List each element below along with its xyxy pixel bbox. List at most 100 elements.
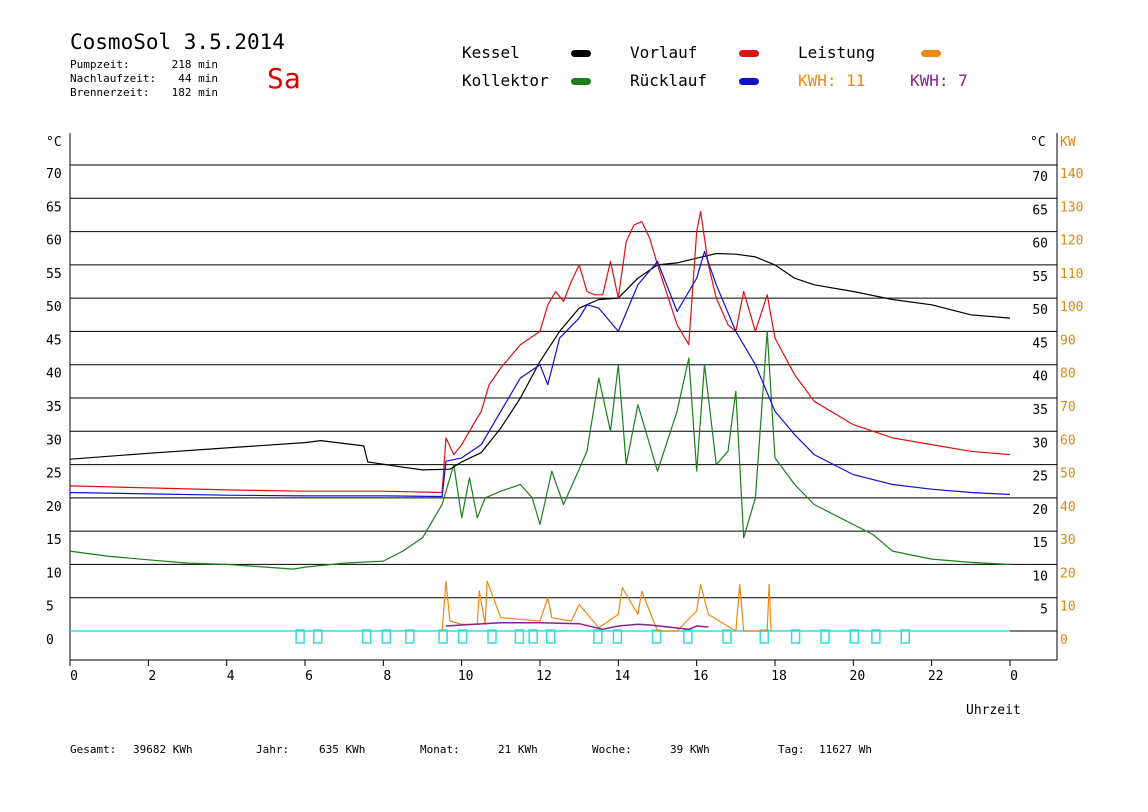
- y-tick-label-left: 45: [46, 333, 62, 348]
- power-series-line: [441, 580, 772, 632]
- y-tick-label-right: 30: [1032, 436, 1048, 451]
- y-tick-label-right: 70: [1032, 170, 1048, 185]
- y-tick-label-right: 25: [1032, 470, 1048, 485]
- footer-gesamt-value: 39682 KWh: [133, 743, 193, 756]
- y-tick-label-kw: 90: [1060, 333, 1076, 348]
- pump-pulse: [528, 629, 538, 644]
- y-tick-label-kw: 30: [1060, 533, 1076, 548]
- footer-jahr-value: 635 KWh: [319, 743, 366, 756]
- y-tick-label-kw: 40: [1060, 500, 1076, 515]
- stat-brennerzeit: Brennerzeit: 182 min: [70, 86, 218, 99]
- x-tick-label: 14: [615, 669, 631, 684]
- stat-value: 218 min: [171, 58, 218, 71]
- y-tick-label-left: 0: [46, 633, 54, 648]
- pump-pulse: [295, 629, 305, 644]
- pump-pulse: [361, 629, 372, 644]
- legend-kessel-swatch: [571, 50, 591, 57]
- pump-pulse: [514, 629, 525, 644]
- y-tick-label-right: 15: [1032, 536, 1048, 551]
- x-tick-label: 8: [383, 669, 391, 684]
- legend-ruecklauf-swatch: [739, 78, 759, 85]
- y-tick-label-left: 70: [46, 167, 62, 182]
- y-tick-label-left: 5: [46, 600, 54, 615]
- pump-pulse: [651, 629, 662, 644]
- x-tick-label: 12: [536, 669, 552, 684]
- stat-label: Pumpzeit:: [70, 58, 130, 71]
- y-tick-label-left: 60: [46, 234, 62, 249]
- y-tick-label-kw: 20: [1060, 566, 1076, 581]
- y-tick-label-left: 35: [46, 400, 62, 415]
- pump-pulse: [405, 629, 415, 644]
- y-tick-label-kw: 80: [1060, 367, 1076, 382]
- x-tick-label: 10: [458, 669, 474, 684]
- y-tick-label-kw: 60: [1060, 433, 1076, 448]
- x-tick-label: 6: [305, 669, 313, 684]
- legend-kwh-second: KWH: 7: [910, 71, 968, 90]
- y-tick-label-right: 20: [1032, 503, 1048, 518]
- stat-value: 182 min: [171, 86, 218, 99]
- legend-kollektor-label: Kollektor: [462, 71, 549, 90]
- y-tick-label-left: 25: [46, 467, 62, 482]
- pump-pulse: [683, 629, 693, 644]
- y-tick-label-kw: 50: [1060, 467, 1076, 482]
- y-tick-label-right: 10: [1032, 569, 1048, 584]
- footer-monat-value: 21 KWh: [498, 743, 538, 756]
- y-tick-label-left: 65: [46, 200, 62, 215]
- pump-pulse: [593, 629, 603, 644]
- y-tick-label-right: 55: [1032, 270, 1048, 285]
- footer-monat-label: Monat:: [420, 743, 460, 756]
- pump-pulse: [381, 629, 392, 644]
- legend-vorlauf-label: Vorlauf: [630, 43, 698, 62]
- x-tick-label: 0: [70, 669, 78, 684]
- axes: [69, 133, 1058, 666]
- footer-gesamt-label: Gesamt:: [70, 743, 117, 756]
- weekday-label: Sa: [267, 62, 301, 95]
- x-tick-label: 16: [693, 669, 709, 684]
- y-tick-label-kw: 140: [1060, 167, 1083, 182]
- stat-nachlaufzeit: Nachlaufzeit: 44 min: [70, 72, 218, 85]
- x-axis-label: Uhrzeit: [966, 703, 1021, 718]
- y-tick-label-left: 15: [46, 533, 62, 548]
- legend-kwh-solar: KWH: 11: [798, 71, 866, 90]
- kessel-series-line: [69, 252, 1011, 471]
- y-tick-label-left: 30: [46, 433, 62, 448]
- y-tick-label-right: 60: [1032, 237, 1048, 252]
- y-tick-label-left: 10: [46, 566, 62, 581]
- y-tick-label-kw: 0: [1060, 633, 1068, 648]
- pump-pulse: [759, 629, 769, 644]
- pump-pulse: [487, 629, 497, 644]
- vorlauf-series-line: [69, 211, 1011, 494]
- y-tick-label-kw: 110: [1060, 267, 1083, 282]
- tick-labels: 0 2 4 6 8 10 12 14 16 18 20 22 005101520253035404550…: [46, 167, 1083, 684]
- pump-pulse: [438, 629, 448, 644]
- y-tick-label-right: 5: [1040, 603, 1048, 618]
- y-tick-label-right: 45: [1032, 336, 1048, 351]
- grid: [70, 164, 1057, 599]
- y-tick-label-right: 40: [1032, 370, 1048, 385]
- kollektor-series-line: [69, 330, 1011, 570]
- chart-title: CosmoSol 3.5.2014: [70, 30, 285, 54]
- stat-pumpzeit: Pumpzeit: 218 min: [70, 58, 218, 71]
- y-tick-label-right: 65: [1032, 203, 1048, 218]
- x-tick-label: 4: [227, 669, 235, 684]
- pump-pulse: [457, 629, 468, 644]
- stat-label: Nachlaufzeit:: [70, 72, 157, 85]
- x-tick-label: 22: [928, 669, 944, 684]
- x-tick-label: 0: [1010, 669, 1018, 684]
- legend-leistung-label: Leistung: [798, 43, 876, 62]
- legend-vorlauf-swatch: [739, 50, 759, 57]
- legend-ruecklauf-label: Rücklauf: [630, 71, 708, 90]
- y-tick-label-left: 55: [46, 267, 62, 282]
- series-layer: [69, 211, 1011, 644]
- footer-tag-label: Tag:: [778, 743, 805, 756]
- pump-pulse: [722, 629, 732, 644]
- y-tick-label-kw: 120: [1060, 234, 1083, 249]
- pump-pulse: [612, 629, 623, 644]
- y-tick-label-right: 35: [1032, 403, 1048, 418]
- y-tick-label-left: 20: [46, 500, 62, 515]
- x-tick-label: 20: [850, 669, 866, 684]
- pump-pulse: [820, 629, 830, 644]
- x-tick-label: 18: [771, 669, 787, 684]
- y-tick-label-left: 50: [46, 300, 62, 315]
- legend-leistung-swatch: [921, 50, 941, 57]
